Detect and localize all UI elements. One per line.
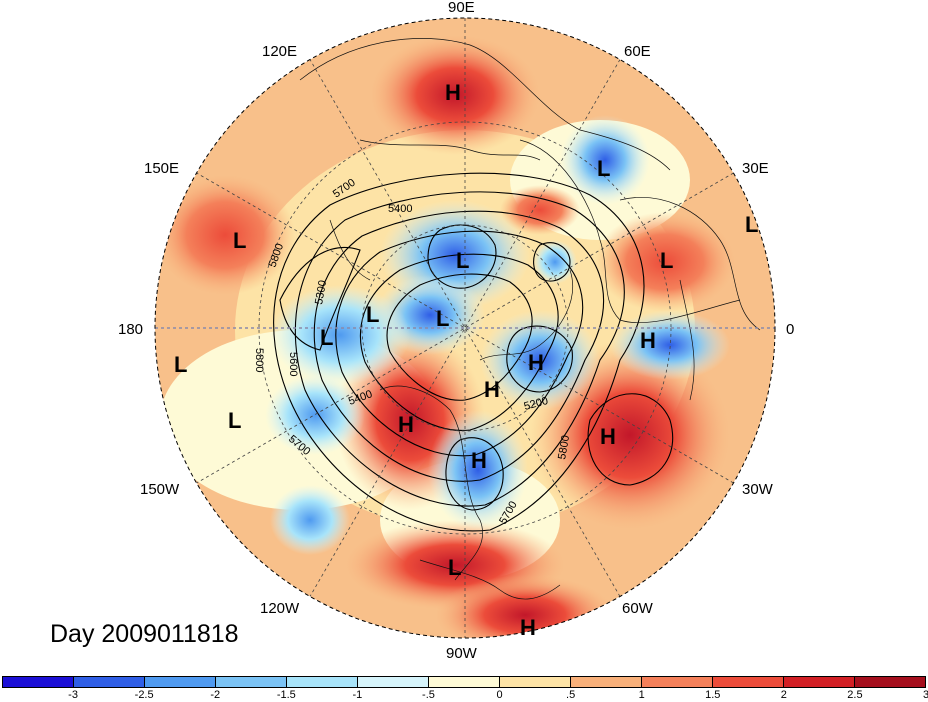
lon-label-120e: 120E <box>262 43 297 60</box>
lon-label-60w: 60W <box>622 600 654 617</box>
contour-label: 5300 <box>313 279 329 305</box>
colorbar-swatches <box>2 676 926 688</box>
high-center-label: L <box>660 248 673 273</box>
colorbar-tick-label: -3 <box>68 689 78 701</box>
lon-label-30w: 30W <box>742 481 774 498</box>
lon-label-150w: 150W <box>140 481 180 498</box>
high-center-label: H <box>445 80 461 105</box>
high-center-label: L <box>233 228 246 253</box>
colorbar-tick-label: 3 <box>922 689 928 701</box>
colorbar-tick-label: -2 <box>210 689 221 701</box>
lon-label-30e: 30E <box>742 160 769 177</box>
high-center-label: L <box>174 352 187 377</box>
colorbar-swatch <box>571 677 642 687</box>
colorbar-swatch <box>642 677 713 687</box>
colorbar-swatch <box>784 677 855 687</box>
colorbar-swatch <box>145 677 216 687</box>
colorbar-tick-label: -1 <box>352 689 363 701</box>
colorbar-swatch <box>855 677 925 687</box>
day-title: Day 2009011818 <box>50 620 239 648</box>
lon-label-150e: 150E <box>144 160 179 177</box>
high-center-label: H <box>398 412 414 437</box>
colorbar-swatch <box>500 677 571 687</box>
low-center-label: H <box>528 350 544 375</box>
lon-label-90w: 90W <box>446 645 478 662</box>
low-center-label: H <box>484 377 500 402</box>
graticule <box>155 18 775 638</box>
low-center-label: H <box>471 448 487 473</box>
colorbar-swatch <box>713 677 784 687</box>
colorbar-tick-label: 2.5 <box>847 689 863 701</box>
contour-label: 5400 <box>388 203 412 215</box>
pressure-centers: H L L L L L L L H L H L H L H H H L H <box>174 80 758 640</box>
low-center-label: H <box>640 328 656 353</box>
lon-label-180: 180 <box>118 321 143 338</box>
colorbar-tick-label: 1.5 <box>705 689 721 701</box>
colorbar-swatch <box>429 677 500 687</box>
lon-label-120w: 120W <box>260 600 300 617</box>
high-center-label: L <box>228 408 241 433</box>
lon-label-0: 0 <box>786 321 794 338</box>
high-center-label: H <box>600 424 616 449</box>
low-center-label: L <box>366 302 379 327</box>
height-contours <box>273 172 674 532</box>
colorbar-swatch <box>3 677 74 687</box>
high-center-label: H <box>520 615 536 640</box>
colorbar-tick-label: .5 <box>566 689 576 701</box>
contour-label: 5600 <box>287 352 299 376</box>
colorbar-tick-label: -2.5 <box>134 689 154 701</box>
colorbar: -3 -2.5 -2 -1.5 -1 -.5 0 .5 1 1.5 2 2.5 3 <box>0 676 928 702</box>
polar-map: 90E 60E 30E 0 30W 60W 90W 120W 150W 180 … <box>118 0 794 662</box>
contour-label: 5800 <box>253 348 265 372</box>
coastlines <box>299 38 761 600</box>
low-center-label: L <box>456 248 469 273</box>
contour-label: 5800 <box>556 434 572 460</box>
colorbar-tick-label: 1 <box>638 689 645 701</box>
low-center-label: L <box>745 212 758 237</box>
colorbar-tick-label: -.5 <box>422 689 435 701</box>
lon-label-60e: 60E <box>624 43 651 60</box>
anomaly-field <box>155 18 775 638</box>
colorbar-tick-label: -1.5 <box>276 689 296 701</box>
low-center-label: L <box>597 156 610 181</box>
low-center-label: L <box>320 325 333 350</box>
colorbar-swatch <box>216 677 287 687</box>
colorbar-tick-label: 0 <box>496 689 503 701</box>
colorbar-swatch <box>74 677 145 687</box>
map-boundary <box>154 17 776 639</box>
low-center-label: L <box>436 306 449 331</box>
colorbar-swatch <box>358 677 429 687</box>
colorbar-tick-label: 2 <box>780 689 787 701</box>
high-center-label: L <box>448 555 461 580</box>
colorbar-swatch <box>287 677 358 687</box>
lon-label-90e: 90E <box>448 0 475 16</box>
